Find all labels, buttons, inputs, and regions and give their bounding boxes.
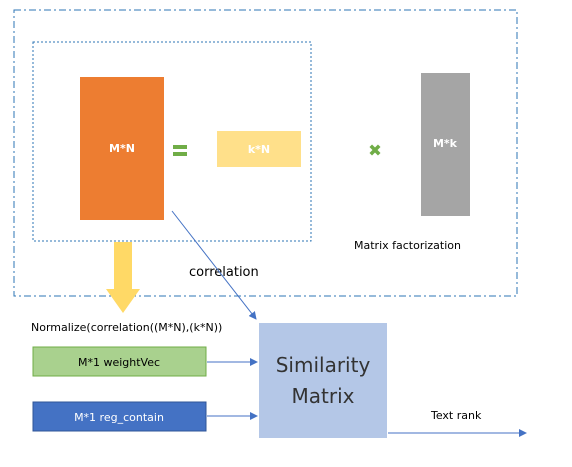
text-rank-label: Text rank bbox=[430, 409, 482, 422]
normalize-label: Normalize(correlation((M*N),(k*N)) bbox=[31, 321, 222, 334]
similarity-label-line2: Matrix bbox=[292, 384, 355, 408]
weight-vec-box bbox=[32, 346, 207, 377]
matrix-factorization-label: Matrix factorization bbox=[354, 239, 461, 252]
similarity-label-line1: Similarity bbox=[276, 353, 371, 377]
kn-block bbox=[217, 131, 301, 167]
mk-label: M*k bbox=[433, 137, 458, 150]
mn-block bbox=[80, 77, 164, 220]
correlation-arrow bbox=[171, 210, 257, 320]
multiply-icon bbox=[369, 144, 381, 156]
similarity-matrix-box bbox=[259, 323, 387, 438]
reg-contain-label: M*1 reg_contain bbox=[74, 411, 164, 424]
mn-label: M*N bbox=[109, 142, 135, 155]
correlation-label: correlation bbox=[189, 265, 259, 280]
reg-contain-box bbox=[32, 401, 207, 432]
weight-vec-label: M*1 weightVec bbox=[78, 356, 160, 369]
equals-icon bbox=[173, 145, 187, 156]
kn-label: k*N bbox=[248, 143, 270, 156]
down-arrow-icon bbox=[106, 242, 140, 313]
mk-block bbox=[421, 73, 470, 216]
outer-dashed-frame bbox=[13, 9, 518, 297]
inner-dotted-frame bbox=[32, 41, 312, 242]
